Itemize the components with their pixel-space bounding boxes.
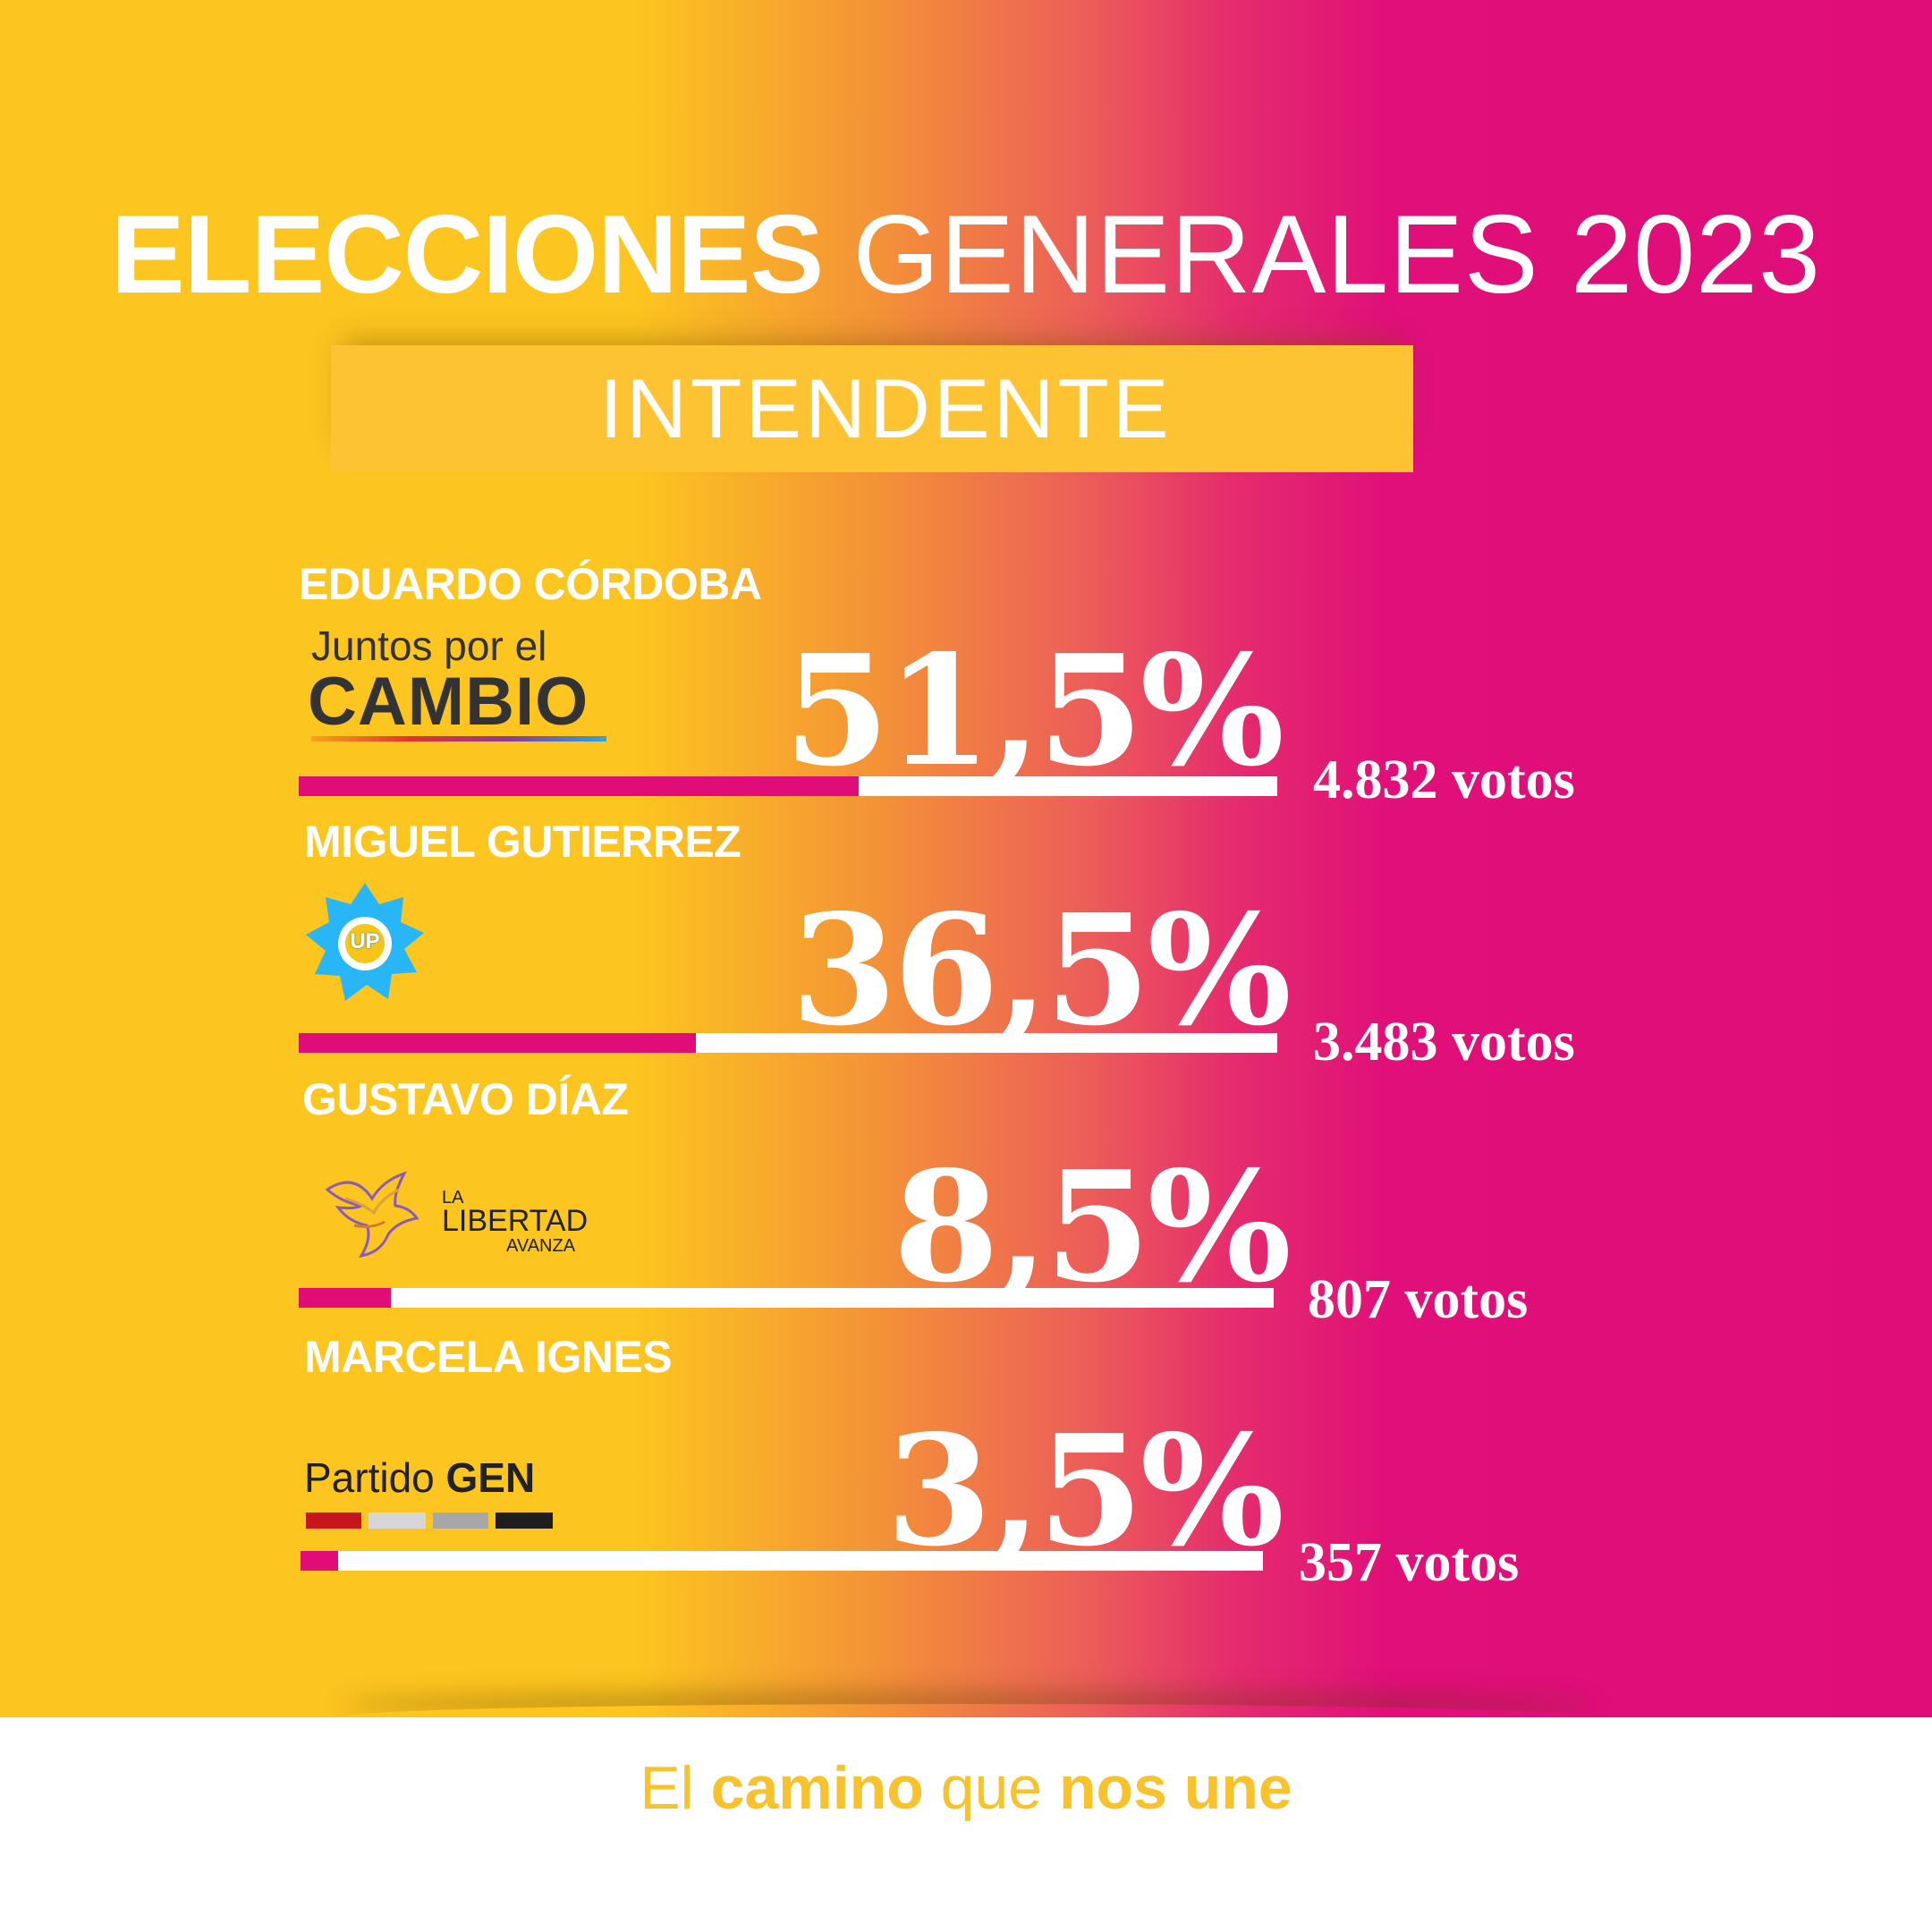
poster-background: ELECCIONES GENERALES 2023 INTENDENTE EDU… [0,0,1932,1717]
logo-text: Juntos por el [311,623,547,669]
result-bar [299,1033,696,1053]
result-bar [299,776,859,796]
votes-label: 807 votos [1308,1269,1529,1330]
star-badge-icon [306,883,424,1001]
title-bold: ELECCIONES [111,193,824,317]
result-bar-track [299,1033,1277,1053]
candidate-name: MIGUEL GUTIERREZ [304,817,741,867]
juntos-por-el-cambio-logo: Juntos por el CAMBIO [308,622,612,747]
logo-text: AVANZA [506,1236,576,1256]
result-bar-track [299,1288,1274,1308]
section-banner: INTENDENTE [331,345,1413,472]
candidate-name: MARCELA IGNES [304,1332,673,1382]
logo-text: UP [350,929,380,953]
la-libertad-avanza-logo: LA LIBERTAD AVANZA [318,1163,614,1261]
logo-stripe [306,1513,361,1529]
candidate-name: EDUARDO CÓRDOBA [299,559,762,609]
logo-text: LA [442,1188,464,1208]
result-bar [299,1288,391,1308]
up-logo: UP [302,881,428,1006]
slogan: El camino que nos une [0,1753,1932,1823]
logo-stripe [369,1513,426,1529]
result-bar [301,1551,338,1571]
votes-label: 4.832 votos [1313,750,1575,810]
page-title: ELECCIONES GENERALES 2023 [0,188,1932,322]
title-light: GENERALES 2023 [852,193,1821,317]
footer [0,1717,1932,1932]
section-title: INTENDENTE [599,361,1173,455]
candidate-name: GUSTAVO DÍAZ [302,1074,629,1124]
logo-text: Partido [304,1454,435,1501]
percentage-label: 51,5% [784,622,1284,801]
percentage-label: 8,5% [893,1138,1292,1317]
logo-text: GEN [445,1454,536,1501]
slogan-part: camino [710,1754,924,1822]
votes-label: 3.483 votos [1313,1012,1575,1072]
result-bar-track [301,1551,1263,1571]
percentage-label: 36,5% [791,881,1292,1060]
votes-label: 357 votos [1299,1532,1520,1593]
partido-gen-logo: Partido GEN [304,1453,555,1534]
eagle-icon [325,1171,419,1258]
logo-stripe [433,1513,488,1529]
logo-stripe [311,736,606,741]
slogan-part: que [923,1754,1059,1822]
logo-stripe [496,1513,553,1529]
result-bar-track [299,776,1277,796]
percentage-label: 3,5% [886,1402,1284,1580]
slogan-part: El [640,1754,711,1822]
logo-text: LIBERTAD [442,1204,589,1238]
slogan-part: nos une [1059,1754,1292,1822]
logo-text: CAMBIO [308,664,589,740]
